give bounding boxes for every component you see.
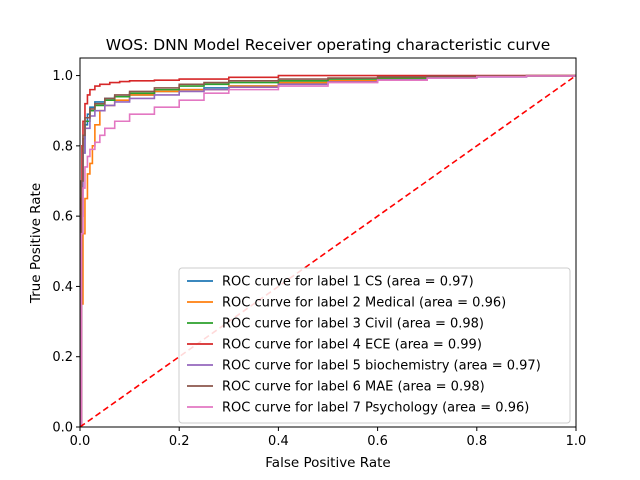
x-tick-label-2: 0.4 xyxy=(268,434,289,449)
y-axis-label: True Positive Rate xyxy=(28,183,44,304)
legend-label-6: ROC curve for label 6 MAE (area = 0.98) xyxy=(222,380,485,395)
plot-area xyxy=(79,74,577,428)
y-tick-label-0: 0.0 xyxy=(52,421,73,436)
x-tick-label-1: 0.2 xyxy=(169,434,190,449)
y-tick-label-2: 0.4 xyxy=(52,280,73,295)
x-tick-label-5: 1.0 xyxy=(566,434,587,449)
legend-label-1: ROC curve for label 1 CS (area = 0.97) xyxy=(222,275,474,290)
axes-frame xyxy=(79,57,577,428)
series-line-4 xyxy=(80,74,576,427)
axes: 0.0 0.2 0.4 0.6 0.8 1.0 0.0 0.2 0.4 0.6 0.8 1.0 xyxy=(52,57,587,449)
series-line-6 xyxy=(80,74,576,427)
legend-label-3: ROC curve for label 3 Civil (area = 0.98… xyxy=(222,317,484,332)
series-line-7 xyxy=(80,75,576,427)
x-tick-label-0: 0.0 xyxy=(70,434,91,449)
x-tick-label-3: 0.6 xyxy=(367,434,388,449)
legend: ROC curve for label 1 CS (area = 0.97) RO… xyxy=(178,267,571,424)
y-tick-label-5: 1.0 xyxy=(52,69,73,84)
reference-diagonal-line xyxy=(79,74,577,428)
legend-label-4: ROC curve for label 4 ECE (area = 0.99) xyxy=(222,338,482,353)
legend-box xyxy=(178,267,571,424)
legend-label-2: ROC curve for label 2 Medical (area = 0.… xyxy=(222,296,506,311)
legend-label-7: ROC curve for label 7 Psychology (area =… xyxy=(222,401,529,416)
y-tick-label-1: 0.2 xyxy=(52,350,73,365)
y-tick-label-4: 0.8 xyxy=(52,139,73,154)
y-tick-label-3: 0.6 xyxy=(52,210,73,225)
legend-label-5: ROC curve for label 5 biochemistry (area… xyxy=(222,359,541,374)
x-axis-label: False Positive Rate xyxy=(265,455,390,471)
chart-title: WOS: DNN Model Receiver operating charac… xyxy=(106,36,551,54)
x-tick-label-4: 0.8 xyxy=(466,434,487,449)
